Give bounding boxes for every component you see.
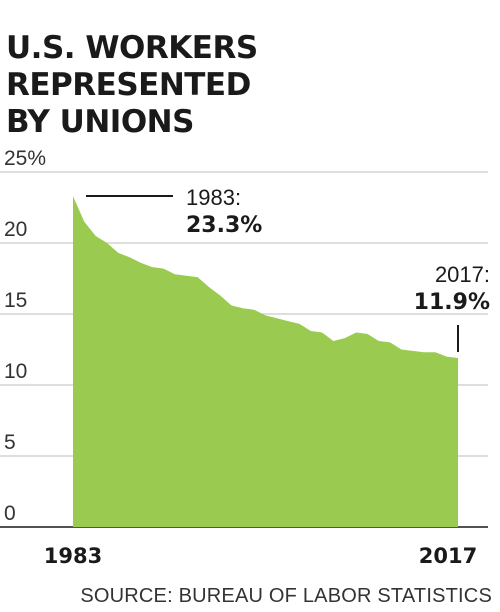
annotations: 1983: 23.3% 2017: 11.9% xyxy=(86,185,490,352)
y-tick-label: 5 xyxy=(4,431,16,454)
y-tick-label: 10 xyxy=(4,360,27,383)
chart-title-line-2: BY UNIONS xyxy=(6,104,194,140)
x-axis-labels: 1983 2017 xyxy=(44,544,477,568)
annotation-year-2017: 2017: xyxy=(435,262,490,287)
source-note: SOURCE: BUREAU OF LABOR STATISTICS xyxy=(80,585,492,607)
chart-title-line-1: U.S. WORKERS REPRESENTED xyxy=(6,30,258,103)
y-tick-label: 15 xyxy=(4,289,27,312)
annotation-year-1983: 1983: xyxy=(186,185,241,210)
x-tick-label: 1983 xyxy=(44,544,102,568)
chart-title: U.S. WORKERS REPRESENTED BY UNIONS xyxy=(6,30,496,141)
x-tick-label: 2017 xyxy=(419,544,477,568)
annotation-value-1983: 23.3% xyxy=(186,213,262,238)
y-axis-labels: 25% 20 15 10 5 0 xyxy=(4,147,46,525)
y-tick-label: 0 xyxy=(4,502,16,525)
union-rate-area xyxy=(73,196,458,527)
annotation-value-2017: 11.9% xyxy=(414,290,490,315)
y-tick-label: 20 xyxy=(4,218,27,241)
y-tick-label: 25% xyxy=(4,147,46,170)
